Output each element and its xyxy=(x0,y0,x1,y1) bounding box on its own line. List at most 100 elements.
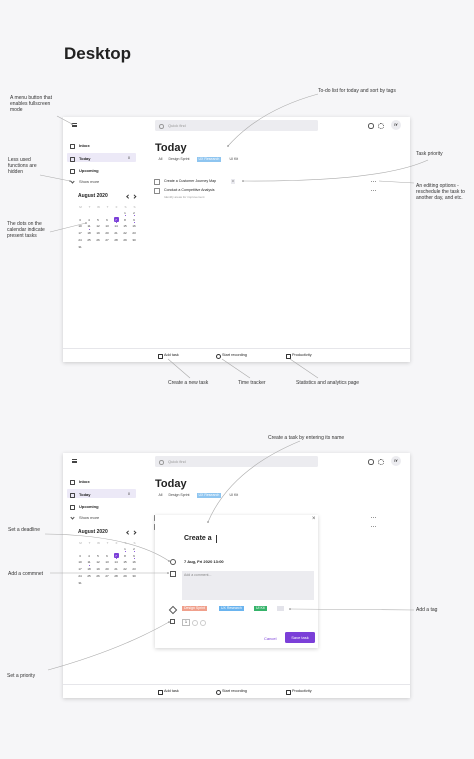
priority-option[interactable] xyxy=(192,620,198,626)
menu-button[interactable] xyxy=(72,459,77,460)
nav-item[interactable]: Inbox xyxy=(79,478,90,484)
calendar-day[interactable]: 31 xyxy=(78,244,82,249)
tag-filter[interactable]: UI Kit xyxy=(229,156,239,161)
calendar-day[interactable]: 14 xyxy=(114,224,118,229)
more-icon[interactable] xyxy=(371,517,372,518)
tag-filter[interactable]: UX Research xyxy=(197,492,221,498)
calendar-day[interactable]: 18 xyxy=(87,231,91,236)
calendar-day[interactable]: 25 xyxy=(87,237,91,242)
calendar-day[interactable]: 10 xyxy=(78,224,82,229)
more-icon[interactable] xyxy=(375,190,376,191)
calendar-day[interactable]: 26 xyxy=(96,237,100,242)
bottom-action[interactable]: Add task xyxy=(164,688,179,693)
calendar-day[interactable]: 19 xyxy=(96,231,100,236)
calendar-day[interactable]: 4 xyxy=(88,217,90,222)
bottom-action[interactable]: Productivity xyxy=(292,352,312,357)
calendar-day[interactable]: 21 xyxy=(114,567,118,572)
comment-box[interactable] xyxy=(182,571,314,600)
calendar-day[interactable]: 21 xyxy=(114,231,118,236)
task-checkbox[interactable] xyxy=(154,187,160,194)
priority-option[interactable] xyxy=(200,620,206,626)
bottom-action[interactable]: Start recording xyxy=(222,688,247,693)
calendar-day[interactable]: 22 xyxy=(123,231,127,236)
calendar-day[interactable]: 12 xyxy=(96,224,100,229)
calendar-day[interactable]: 25 xyxy=(87,573,91,578)
tag-filter[interactable]: UX Research xyxy=(197,156,221,162)
calendar-day[interactable]: 8 xyxy=(124,217,126,222)
calendar-day[interactable]: 31 xyxy=(78,580,82,585)
calendar-day[interactable]: 13 xyxy=(105,224,109,229)
calendar-day[interactable]: 18 xyxy=(87,567,91,572)
bottom-action[interactable]: Start recording xyxy=(222,352,247,357)
more-icon[interactable] xyxy=(375,181,376,182)
menu-button[interactable] xyxy=(72,126,77,127)
calendar-day[interactable]: 1 xyxy=(124,210,126,215)
task-checkbox[interactable] xyxy=(154,178,160,185)
task-title[interactable]: Conduct a Competitive Analysis xyxy=(164,187,215,192)
show-more[interactable]: Show more xyxy=(79,514,100,520)
calendar-day[interactable]: 20 xyxy=(105,567,109,572)
calendar-day[interactable]: 9 xyxy=(133,217,135,222)
calendar-day[interactable]: 4 xyxy=(88,553,90,558)
calendar-day[interactable]: 23 xyxy=(132,231,136,236)
calendar-day[interactable]: 12 xyxy=(96,560,100,565)
settings-icon[interactable] xyxy=(378,123,384,129)
calendar-day[interactable]: 2 xyxy=(133,210,135,215)
sync-icon[interactable] xyxy=(368,459,374,465)
more-icon[interactable] xyxy=(375,517,376,518)
calendar-day[interactable]: 19 xyxy=(96,567,100,572)
nav-item[interactable]: Today xyxy=(79,491,91,497)
menu-button[interactable] xyxy=(72,462,77,463)
calendar-day[interactable]: 24 xyxy=(78,573,82,578)
calendar-day[interactable]: 30 xyxy=(132,237,136,242)
nav-item[interactable]: Today xyxy=(79,155,91,161)
calendar-day[interactable]: 5 xyxy=(97,553,99,558)
calendar-day[interactable]: 6 xyxy=(106,553,108,558)
more-icon[interactable] xyxy=(371,190,372,191)
tag-input[interactable] xyxy=(277,606,284,611)
calendar-day[interactable]: 13 xyxy=(105,560,109,565)
menu-button[interactable] xyxy=(72,123,77,124)
task-name-input[interactable]: Create a xyxy=(184,535,212,542)
tag-filter[interactable]: All xyxy=(158,492,163,497)
calendar-day[interactable]: 14 xyxy=(114,560,118,565)
sync-icon[interactable] xyxy=(368,123,374,129)
calendar-day[interactable]: 27 xyxy=(105,237,109,242)
calendar-day[interactable]: 15 xyxy=(123,224,127,229)
calendar-day[interactable]: 30 xyxy=(132,573,136,578)
more-icon[interactable] xyxy=(373,190,374,191)
calendar-day[interactable]: 16 xyxy=(132,560,136,565)
calendar-day[interactable]: 29 xyxy=(123,237,127,242)
more-icon[interactable] xyxy=(375,526,376,527)
show-more[interactable]: Show more xyxy=(79,178,100,184)
tag-chip[interactable]: Design Sprint xyxy=(182,606,208,611)
calendar-day[interactable]: 3 xyxy=(79,553,81,558)
calendar-day[interactable]: 26 xyxy=(96,573,100,578)
settings-icon[interactable] xyxy=(378,459,384,465)
calendar-day[interactable]: 20 xyxy=(105,231,109,236)
calendar-day[interactable]: 28 xyxy=(114,237,118,242)
more-icon[interactable] xyxy=(371,526,372,527)
calendar-day[interactable]: 27 xyxy=(105,573,109,578)
nav-item[interactable]: Upcoming xyxy=(79,503,99,509)
calendar-day[interactable]: 24 xyxy=(78,237,82,242)
calendar-day[interactable]: 15 xyxy=(123,560,127,565)
menu-button[interactable] xyxy=(72,124,77,126)
calendar-day[interactable]: 23 xyxy=(132,567,136,572)
avatar[interactable]: IY xyxy=(391,120,401,130)
avatar[interactable]: IY xyxy=(391,456,401,466)
calendar-day[interactable]: 22 xyxy=(123,567,127,572)
calendar-day[interactable]: 17 xyxy=(78,231,82,236)
more-icon[interactable] xyxy=(373,181,374,182)
close-button[interactable]: × xyxy=(312,516,316,522)
calendar-day[interactable]: 5 xyxy=(97,217,99,222)
tag-chip[interactable]: UX Research xyxy=(219,606,244,611)
calendar-day[interactable]: 3 xyxy=(79,217,81,222)
calendar-day[interactable]: 28 xyxy=(114,573,118,578)
nav-item[interactable]: Upcoming xyxy=(79,167,99,173)
priority-option[interactable]: 1 xyxy=(182,619,190,626)
cancel-button[interactable]: Cancel xyxy=(264,636,277,641)
tag-filter[interactable]: Design Sprint xyxy=(168,156,190,161)
calendar-day[interactable]: 7 xyxy=(115,217,117,222)
tag-filter[interactable]: Design Sprint xyxy=(168,492,190,497)
